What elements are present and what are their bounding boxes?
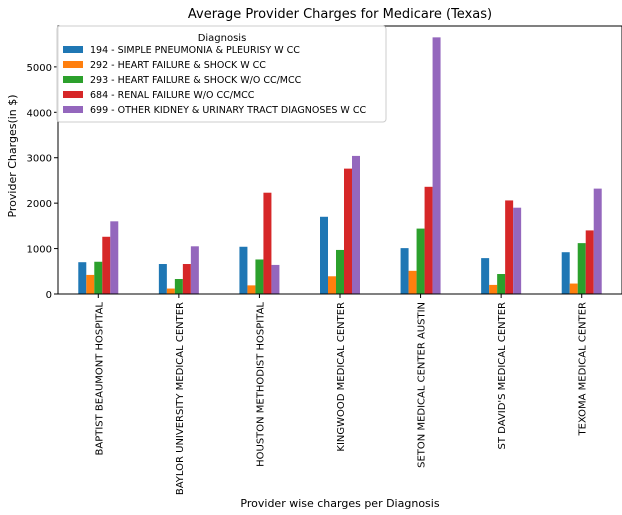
- legend-label: 194 - SIMPLE PNEUMONIA & PLEURISY W CC: [90, 45, 300, 56]
- bar: [432, 37, 441, 295]
- bar: [577, 243, 586, 294]
- bar: [263, 192, 272, 294]
- bar: [489, 284, 498, 294]
- bar: [344, 168, 352, 294]
- bar: [585, 230, 594, 294]
- bar: [94, 261, 103, 294]
- legend-title: Diagnosis: [198, 33, 247, 44]
- bar: [190, 246, 199, 294]
- y-tick-label: 2000: [27, 199, 52, 210]
- y-axis: 0 1000 2000 3000 4000 5000: [27, 63, 58, 301]
- legend-swatch: [63, 106, 83, 113]
- bar: [255, 259, 264, 294]
- bar: [352, 155, 360, 294]
- bar: [328, 276, 336, 294]
- bar: [561, 252, 570, 294]
- bar: [102, 236, 111, 294]
- x-tick-label: BAPTIST BEAUMONT HOSPITAL: [94, 302, 105, 456]
- bar: [239, 246, 248, 294]
- bar: [481, 258, 490, 294]
- x-axis-label: Provider wise charges per Diagnosis: [240, 497, 439, 510]
- legend-swatch: [63, 46, 83, 53]
- x-tick-label: BAYLOR UNIVERSITY MEDICAL CENTER: [175, 302, 186, 495]
- bar: [497, 274, 506, 294]
- bar: [166, 288, 175, 294]
- bar: [513, 207, 522, 294]
- chart-title: Average Provider Charges for Medicare (T…: [188, 7, 492, 22]
- bar: [110, 221, 119, 294]
- y-tick-label: 5000: [27, 63, 52, 74]
- bars-group: [78, 37, 602, 295]
- bar: [505, 200, 514, 294]
- bar: [416, 228, 425, 294]
- bar: [158, 264, 167, 294]
- x-tick-label: HOUSTON METHODIST HOSPITAL: [255, 302, 266, 467]
- x-tick-label: SETON MEDICAL CENTER AUSTIN: [417, 302, 428, 468]
- bar: [86, 274, 95, 294]
- x-tick-label: KINGWOOD MEDICAL CENTER: [336, 302, 347, 452]
- x-tick-label: ST DAVID'S MEDICAL CENTER: [497, 302, 508, 450]
- legend-label: 699 - OTHER KIDNEY & URINARY TRACT DIAGN…: [90, 105, 366, 116]
- legend: Diagnosis 194 - SIMPLE PNEUMONIA & PLEUR…: [56, 25, 387, 123]
- x-tick-label: TEXOMA MEDICAL CENTER: [578, 302, 589, 437]
- x-axis: BAPTIST BEAUMONT HOSPITAL BAYLOR UNIVERSI…: [94, 294, 589, 495]
- legend-swatch: [63, 76, 83, 83]
- legend-label: 684 - RENAL FAILURE W/O CC/MCC: [90, 90, 255, 101]
- bar: [593, 188, 602, 294]
- legend-label: 292 - HEART FAILURE & SHOCK W CC: [90, 60, 266, 71]
- bar: [569, 283, 578, 294]
- bar: [247, 285, 256, 294]
- legend-swatch: [63, 61, 83, 68]
- bar: [424, 186, 433, 294]
- legend-label: 293 - HEART FAILURE & SHOCK W/O CC/MCC: [90, 75, 302, 86]
- bar: [78, 262, 87, 294]
- bar: [174, 279, 183, 294]
- y-axis-label: Provider Charges(in $): [6, 94, 19, 217]
- bar: [408, 270, 417, 294]
- legend-box: [56, 25, 387, 123]
- bar: [320, 216, 328, 294]
- bar: [400, 248, 409, 294]
- y-tick-label: 3000: [27, 154, 52, 165]
- bar: [336, 249, 344, 294]
- legend-swatch: [63, 91, 83, 98]
- y-tick-label: 1000: [27, 245, 52, 256]
- y-tick-label: 0: [46, 290, 52, 301]
- bar: [182, 264, 191, 294]
- y-tick-label: 4000: [27, 108, 52, 119]
- bar: [271, 264, 280, 294]
